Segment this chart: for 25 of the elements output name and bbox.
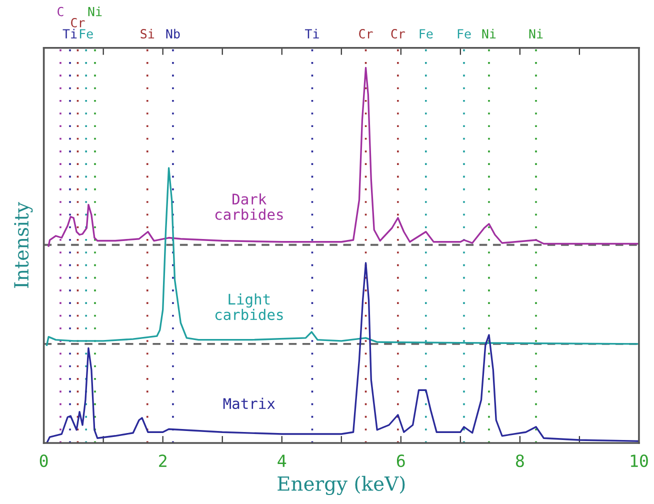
ref-line-label: Ni bbox=[88, 6, 102, 16]
x-tick-label: 8 bbox=[516, 454, 524, 468]
y-axis-title: Intensity bbox=[14, 202, 33, 288]
ref-line-label: Ti bbox=[62, 28, 77, 38]
ref-line-label: Fe bbox=[420, 29, 433, 39]
ref-line-label: C bbox=[58, 6, 64, 16]
ref-line-label: Ni bbox=[482, 28, 496, 38]
ref-line-label: Cr bbox=[71, 18, 85, 28]
x-tick-label: 10 bbox=[630, 454, 648, 468]
ref-line-label: Fe bbox=[80, 29, 93, 39]
series-label: Light carbides bbox=[215, 293, 283, 320]
ref-line-label: Nb bbox=[166, 28, 180, 39]
ref-line-label: Fe bbox=[458, 29, 471, 39]
x-axis-title: Energy (keV) bbox=[278, 476, 405, 495]
ref-line-label: Si bbox=[140, 28, 154, 39]
x-tick-label: 6 bbox=[396, 454, 405, 468]
series-label: Matrix bbox=[223, 398, 275, 410]
ref-line-label: Cr bbox=[359, 29, 373, 39]
x-tick-label: 2 bbox=[159, 454, 166, 467]
x-tick-label: 4 bbox=[278, 454, 286, 467]
ref-line-label: Ni bbox=[529, 28, 543, 38]
ref-line-label: Cr bbox=[391, 29, 405, 39]
series-label: Dark carbides bbox=[215, 193, 283, 220]
x-tick-label: 0 bbox=[40, 454, 48, 468]
ref-line-label: Ti bbox=[304, 28, 319, 38]
